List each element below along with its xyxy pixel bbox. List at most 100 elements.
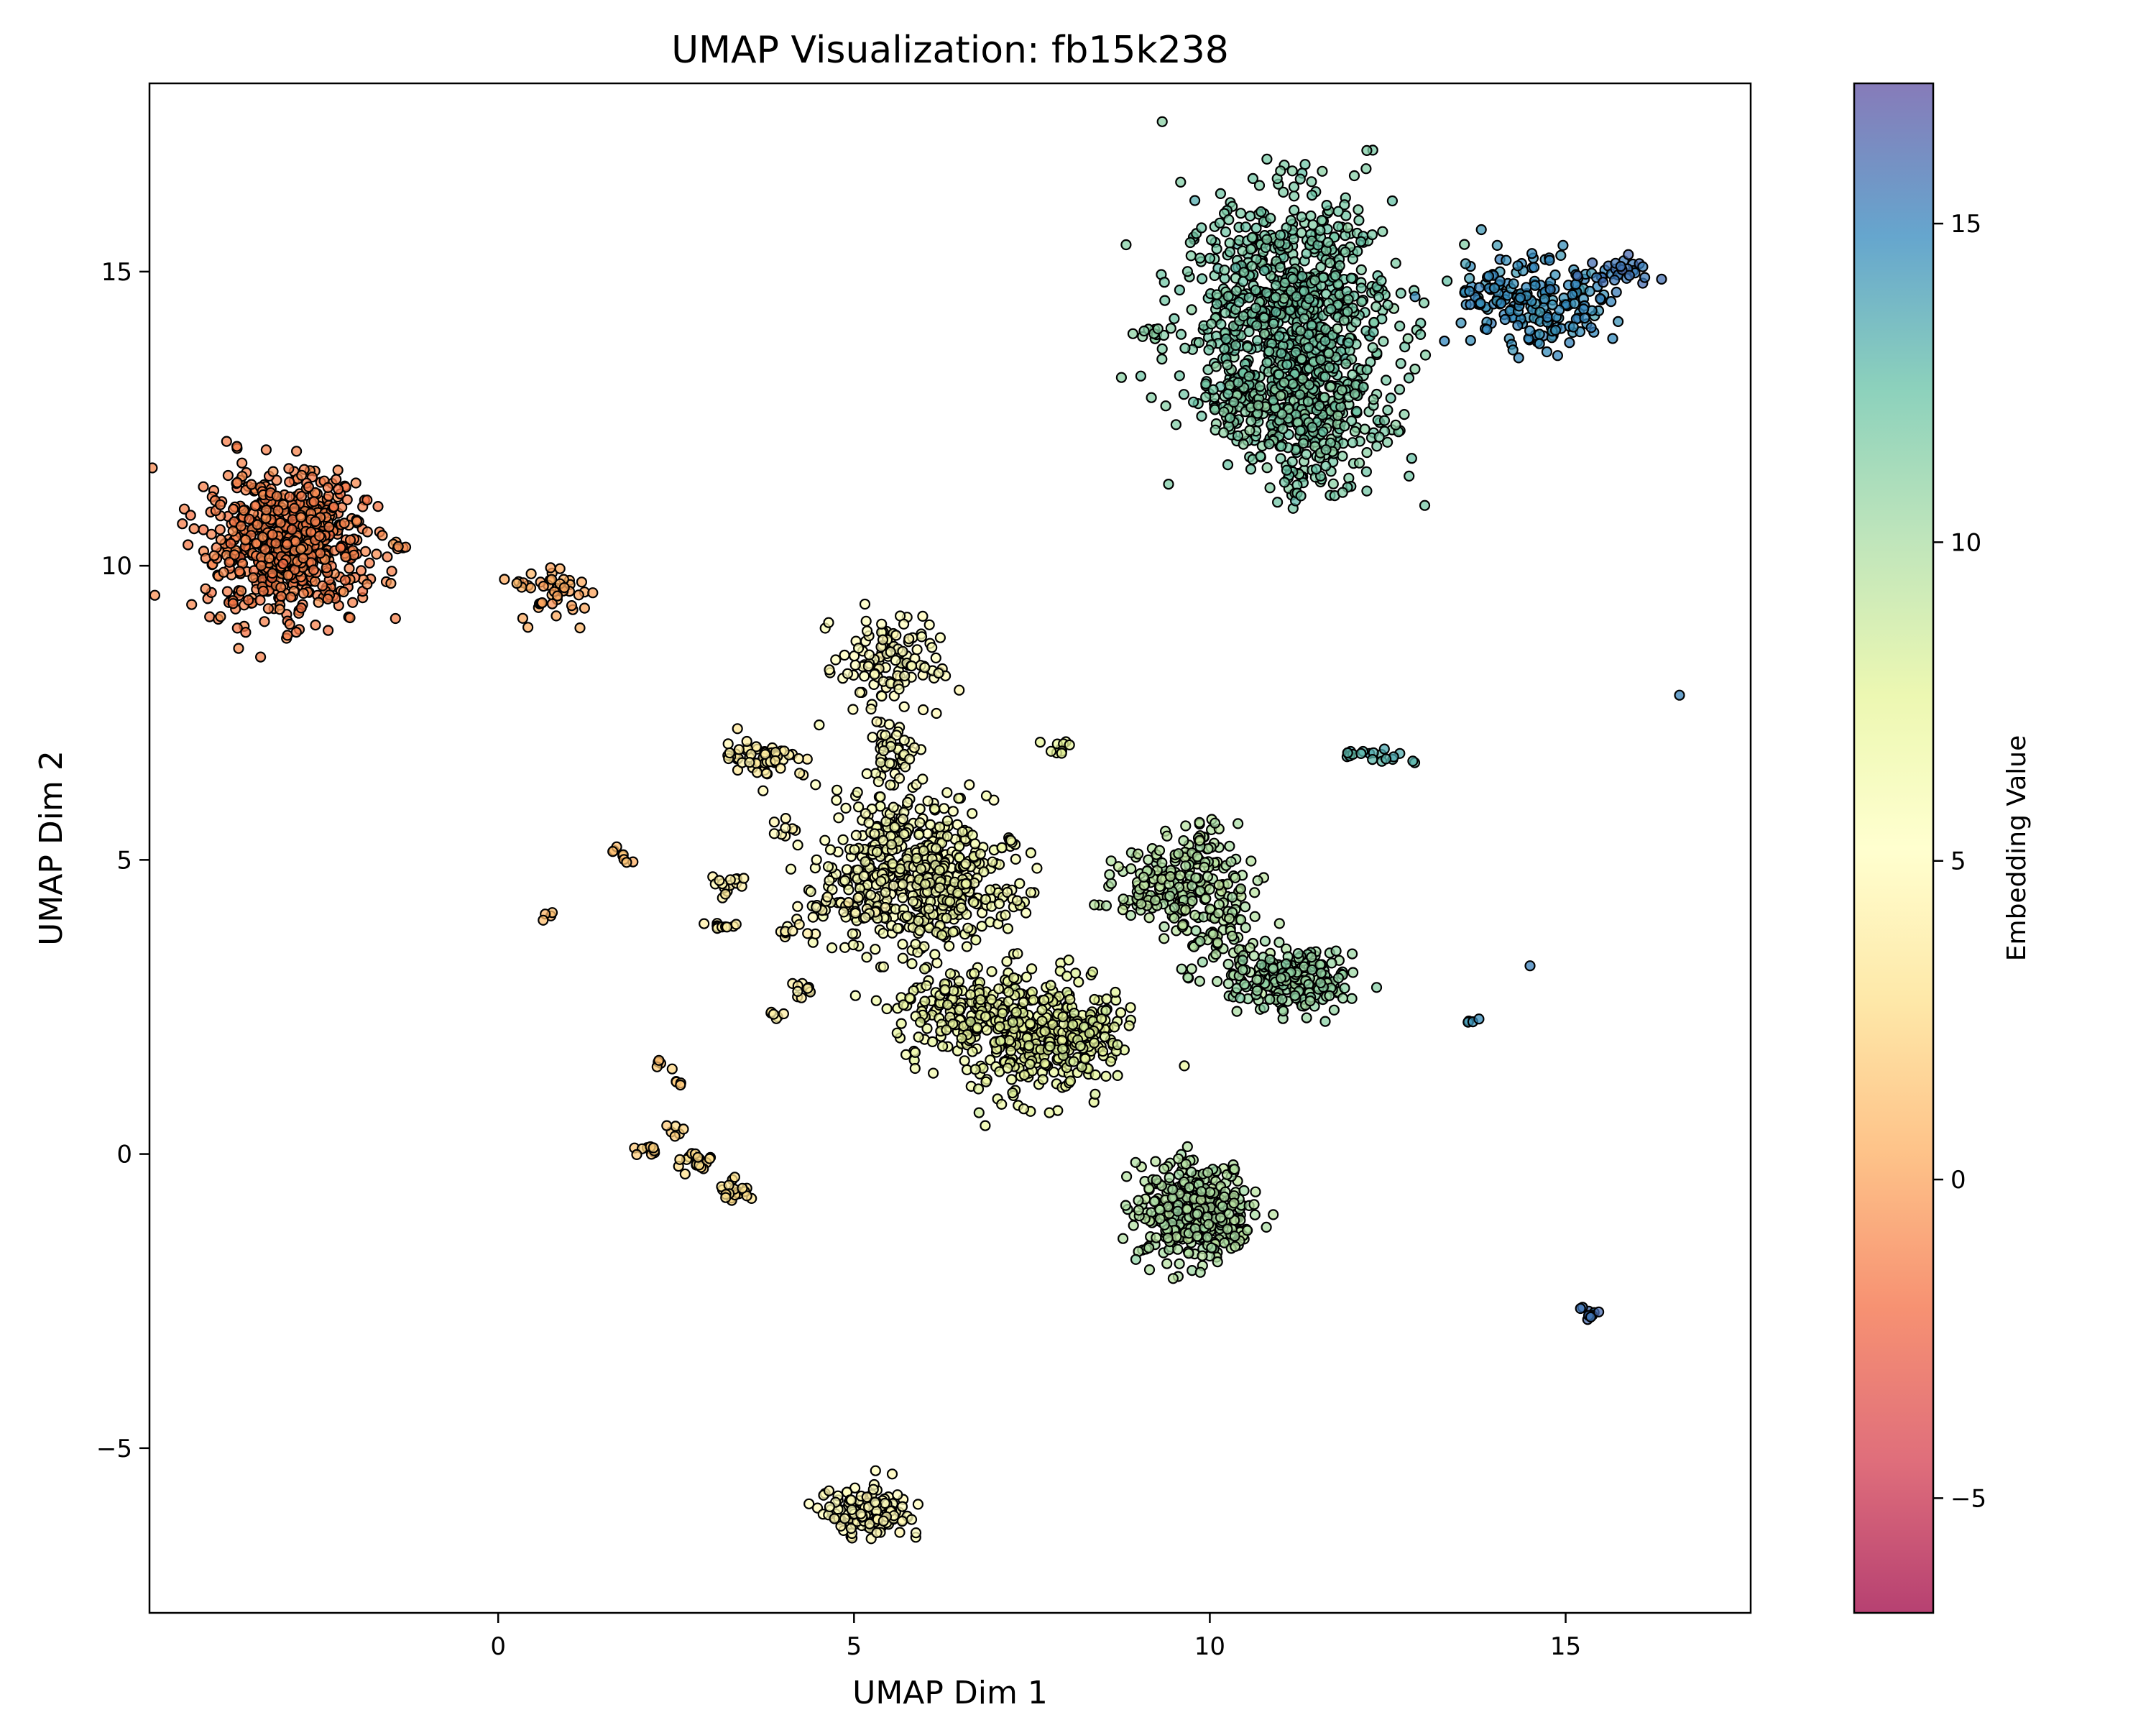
scatter-point [275, 517, 286, 529]
scatter-point [894, 1527, 906, 1538]
scatter-point [1289, 990, 1301, 1001]
scatter-point [669, 1131, 681, 1142]
scatter-point [1018, 1069, 1031, 1081]
scatter-point [1203, 344, 1215, 356]
scatter-point [824, 844, 837, 855]
scatter-point [1336, 385, 1348, 396]
scatter-point [1018, 1103, 1030, 1115]
scatter-point [1302, 396, 1314, 408]
scatter-point [1028, 994, 1039, 1006]
scatter-point [927, 1067, 939, 1079]
scatter-point [1178, 834, 1189, 847]
scatter-point [249, 500, 261, 512]
scatter-point [214, 524, 226, 535]
scatter-point [1108, 1021, 1120, 1033]
scatter-point [238, 505, 249, 516]
scatter-point [550, 610, 562, 622]
scatter-point [1315, 261, 1327, 273]
scatter-point [751, 767, 763, 778]
scatter-point [824, 875, 835, 886]
scatter-point [1174, 1258, 1185, 1269]
scatter-point [1258, 328, 1271, 339]
scatter-point [892, 1489, 903, 1501]
scatter-point [936, 1041, 949, 1052]
scatter-point [545, 562, 556, 574]
scatter-point [1079, 1053, 1091, 1064]
scatter-point [1199, 861, 1210, 873]
scatter-point [993, 983, 1005, 995]
scatter-point [257, 585, 269, 597]
scatter-point [953, 793, 964, 804]
scatter-point [1005, 1074, 1018, 1085]
scatter-point [1264, 993, 1276, 1006]
scatter-point [822, 861, 834, 873]
scatter-point [1464, 285, 1475, 297]
scatter-point [1296, 373, 1309, 385]
scatter-point [1348, 170, 1360, 182]
scatter-point [1319, 335, 1331, 346]
scatter-point [274, 604, 285, 615]
scatter-point [1304, 995, 1316, 1007]
scatter-point [254, 594, 266, 606]
scatter-point [1264, 954, 1276, 965]
scatter-point [361, 526, 373, 538]
scatter-point [898, 828, 910, 840]
scatter-point [934, 821, 946, 833]
scatter-point [284, 491, 295, 502]
scatter-point [1245, 415, 1257, 427]
scatter-point [969, 838, 981, 850]
scatter-point [1037, 1074, 1049, 1085]
scatter-point [1251, 974, 1263, 985]
scatter-point [1414, 328, 1427, 340]
scatter-point [1361, 485, 1373, 497]
scatter-point [792, 840, 803, 851]
scatter-point [678, 1123, 689, 1135]
scatter-point [1360, 163, 1372, 175]
scatter-point [1338, 315, 1350, 326]
scatter-point [1288, 181, 1300, 193]
scatter-point [838, 906, 849, 918]
scatter-point [1218, 1191, 1230, 1202]
scatter-point [1192, 1208, 1203, 1220]
scatter-point [1346, 993, 1358, 1004]
y-tick-label: 15 [101, 258, 132, 287]
scatter-point [896, 1501, 908, 1512]
scatter-point [1541, 346, 1552, 358]
scatter-point [1598, 277, 1609, 288]
scatter-point [1547, 299, 1558, 310]
scatter-point [993, 898, 1005, 910]
scatter-point [283, 463, 295, 474]
scatter-point [1036, 1004, 1048, 1016]
scatter-point [1164, 1172, 1175, 1184]
scatter-point [1419, 349, 1432, 361]
scatter-point [1031, 862, 1043, 874]
scatter-point [1209, 817, 1221, 829]
scatter-point [1213, 879, 1225, 891]
scatter-point [1190, 872, 1202, 884]
chart-title: UMAP Visualization: fb15k238 [671, 29, 1229, 72]
scatter-point [317, 580, 328, 592]
scatter-point [1353, 215, 1365, 226]
scatter-point [259, 543, 271, 555]
scatter-point [1390, 257, 1401, 269]
scatter-point [910, 938, 921, 950]
scatter-point [1003, 986, 1015, 998]
scatter-point [761, 768, 773, 779]
scatter-point [1138, 325, 1150, 337]
scatter-point [243, 594, 254, 606]
scatter-point [344, 534, 356, 546]
scatter-point [858, 870, 870, 882]
scatter-point [1232, 430, 1244, 442]
scatter-point [1158, 933, 1170, 944]
scatter-point [1339, 199, 1350, 211]
scatter-point [1175, 328, 1187, 340]
scatter-point [1347, 967, 1359, 978]
scatter-point [1212, 907, 1225, 919]
scatter-point [1161, 1258, 1173, 1269]
scatter-point [821, 891, 834, 903]
scatter-point [1184, 1182, 1195, 1193]
scatter-point [1170, 419, 1182, 431]
scatter-point [1483, 270, 1495, 282]
scatter-point [1244, 211, 1256, 222]
scatter-point [282, 630, 293, 641]
